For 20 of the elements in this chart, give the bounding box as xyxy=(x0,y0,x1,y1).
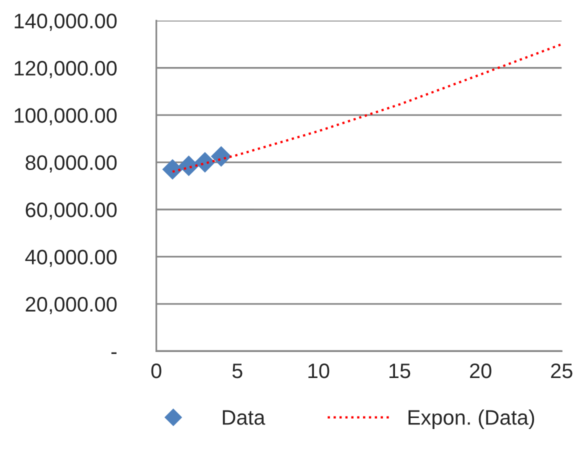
y-tick-label: 60,000.00 xyxy=(26,202,117,220)
x-tick-label: 25 xyxy=(551,363,572,378)
x-tick-label: 10 xyxy=(308,363,330,378)
x-tick-label: 15 xyxy=(390,364,410,378)
y-tick-label: 40,000.00 xyxy=(25,250,117,267)
point xyxy=(178,156,200,176)
y-tick-label: 120,000.00 xyxy=(14,60,117,78)
x-tick-label: 20 xyxy=(470,363,492,378)
x-tick-label: 0 xyxy=(151,363,162,378)
legend-label: Data xyxy=(222,410,266,425)
y-tick-label: 80,000.00 xyxy=(26,155,117,173)
point xyxy=(210,146,232,167)
legend-label: Expon. (Data) xyxy=(408,410,534,429)
y-tick-label: 20,000.00 xyxy=(26,296,117,314)
x-tick-label: 5 xyxy=(232,364,242,378)
y-tick-label: - xyxy=(111,352,117,354)
point xyxy=(194,152,216,173)
point xyxy=(162,159,183,180)
y-tick-label: 140,000.00 xyxy=(14,14,117,31)
y-tick-label: 100,000.00 xyxy=(14,108,117,126)
